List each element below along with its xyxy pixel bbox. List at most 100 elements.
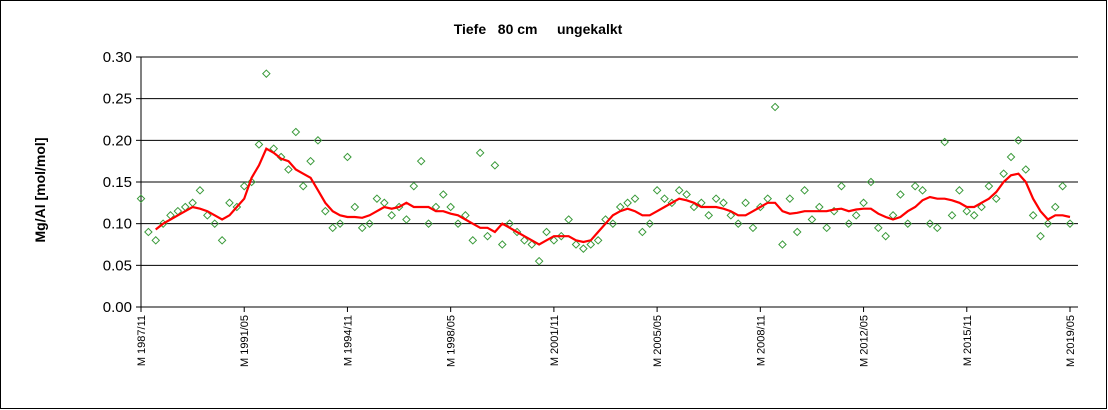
data-point xyxy=(453,219,463,228)
data-point xyxy=(748,223,758,233)
data-point xyxy=(955,186,964,195)
data-point xyxy=(144,227,153,237)
y-tick-label: 0.05 xyxy=(103,257,132,274)
data-point xyxy=(247,177,256,187)
data-point xyxy=(873,223,883,233)
data-point xyxy=(785,194,795,203)
data-point xyxy=(416,156,426,166)
data-point xyxy=(1036,231,1045,241)
data-point xyxy=(372,194,382,203)
x-tick-label: M 2001/11 xyxy=(549,315,561,366)
data-point xyxy=(284,165,293,174)
x-tick-label: M 2015/11 xyxy=(962,315,974,366)
y-tick-label: 0.30 xyxy=(103,49,132,66)
data-point xyxy=(1043,219,1053,228)
data-point xyxy=(291,127,301,137)
data-point xyxy=(903,219,913,228)
data-point xyxy=(409,181,419,191)
x-tick-label: M 2019/05 xyxy=(1065,315,1077,367)
data-point xyxy=(483,231,492,241)
data-point xyxy=(682,190,691,199)
data-point xyxy=(534,256,544,266)
data-point xyxy=(593,236,603,245)
data-point xyxy=(910,181,920,191)
data-point xyxy=(365,219,374,228)
data-point xyxy=(918,186,927,195)
data-point xyxy=(298,181,308,191)
data-point xyxy=(151,236,161,245)
data-point xyxy=(851,211,861,220)
x-tick-label: M 2008/11 xyxy=(755,315,767,366)
data-point xyxy=(254,140,264,149)
x-tick-label: M 2005/05 xyxy=(652,315,664,367)
data-point xyxy=(608,219,618,228)
data-point xyxy=(704,211,714,220)
data-point xyxy=(527,240,537,249)
data-point xyxy=(741,198,750,208)
data-point xyxy=(424,219,433,228)
data-point xyxy=(217,236,227,245)
y-tick-label: 0.00 xyxy=(103,299,132,316)
data-point xyxy=(991,194,1001,203)
data-point xyxy=(999,169,1008,178)
data-point xyxy=(1058,181,1067,191)
data-point xyxy=(1065,219,1075,228)
chart-title: Tiefe 80 cm ungekalkt xyxy=(454,21,623,37)
data-point xyxy=(719,198,728,208)
x-tick-label: M 1987/11 xyxy=(136,315,148,366)
data-point xyxy=(306,156,315,166)
data-point xyxy=(881,231,890,241)
x-tick-label: M 1998/05 xyxy=(446,315,458,367)
data-point xyxy=(726,211,736,220)
data-point xyxy=(335,219,345,228)
data-point xyxy=(770,102,780,112)
data-point xyxy=(239,181,249,191)
data-point xyxy=(733,219,743,228)
data-point xyxy=(977,202,986,212)
data-point xyxy=(210,219,220,228)
data-point xyxy=(225,198,234,208)
y-axis-label: Mg/Al [mol/mol] xyxy=(32,138,48,243)
data-point xyxy=(638,227,647,237)
data-point xyxy=(932,223,942,233)
data-point xyxy=(203,211,212,220)
data-point xyxy=(896,190,905,199)
x-tick-label: M 1991/05 xyxy=(239,315,251,367)
data-point xyxy=(1050,202,1060,212)
data-point xyxy=(984,181,994,191)
data-point xyxy=(571,240,581,249)
data-point xyxy=(1006,152,1016,162)
data-point xyxy=(711,194,721,203)
data-point xyxy=(844,219,854,228)
data-point xyxy=(387,211,396,220)
data-point xyxy=(357,223,367,233)
data-point xyxy=(564,215,573,224)
data-point xyxy=(579,244,588,253)
data-point xyxy=(542,227,551,237)
y-tick-label: 0.25 xyxy=(103,91,132,108)
trend-line xyxy=(155,147,1071,246)
data-point xyxy=(674,186,684,195)
data-point xyxy=(947,211,957,220)
data-point xyxy=(497,240,507,249)
data-point xyxy=(807,215,817,224)
data-point xyxy=(438,190,448,199)
data-point xyxy=(468,236,478,245)
data-point xyxy=(800,186,809,195)
data-point xyxy=(969,211,979,220)
data-point xyxy=(321,206,330,216)
data-point xyxy=(343,152,352,162)
data-point xyxy=(859,198,868,208)
data-point xyxy=(689,202,699,212)
data-point xyxy=(1028,211,1038,220)
data-point xyxy=(136,194,146,203)
data-point xyxy=(1014,136,1023,145)
data-point xyxy=(549,236,559,245)
data-point xyxy=(645,219,655,228)
data-point xyxy=(586,240,596,249)
data-point xyxy=(350,202,360,212)
data-point xyxy=(652,186,662,195)
data-point xyxy=(962,206,972,216)
x-tick-label: M 2012/05 xyxy=(859,315,871,367)
